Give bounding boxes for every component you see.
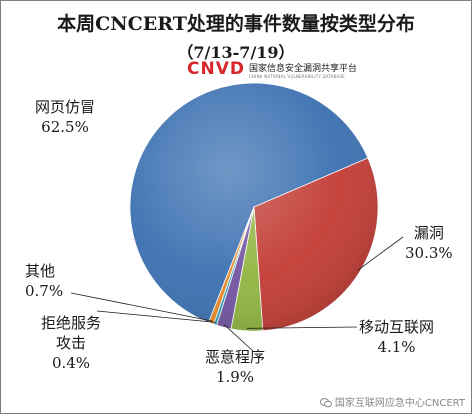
cnvd-logo-english: CHINA NATIONAL VULNERABILITY DATABASE: [249, 74, 345, 79]
pie-slices: [129, 82, 379, 332]
label-mobile-internet-name: 移动互联网: [359, 318, 435, 336]
label-ddos-name-line1: 拒绝服务: [41, 314, 102, 332]
cnvd-logo: CNVD 国家信息安全漏洞共享平台 CHINA NATIONAL VULNERA…: [187, 59, 357, 87]
leader-lines: [70, 236, 404, 352]
leader-ddos: [96, 310, 216, 323]
wechat-icon: [319, 398, 332, 408]
chart-subtitle: （7/13-7/19）: [177, 43, 295, 62]
label-vulnerability-value: 30.3%: [405, 244, 453, 262]
chart-title: 本周CNCERT处理的事件数量按类型分布: [57, 13, 415, 35]
label-phishing: 网页仿冒 62.5%: [35, 97, 95, 137]
label-vulnerability-name: 漏洞: [413, 224, 444, 242]
label-other-name: 其他: [25, 262, 56, 280]
label-vulnerability: 漏洞 30.3%: [405, 223, 453, 263]
leader-malware: [224, 324, 254, 352]
leader-vulnerability: [357, 236, 404, 271]
label-ddos: 拒绝服务 攻击 0.4%: [41, 313, 101, 373]
label-mobile-internet-value: 4.1%: [377, 338, 416, 356]
label-malware-name: 恶意程序: [205, 348, 266, 366]
label-other: 其他 0.7%: [25, 261, 63, 301]
label-ddos-value: 0.4%: [51, 354, 91, 372]
leader-other: [70, 292, 213, 322]
label-malware-value: 1.9%: [215, 368, 255, 386]
watermark: 国家互联网应急中心CNCERT: [319, 394, 465, 409]
cnvd-logo-mark: CNVD: [187, 59, 245, 79]
label-phishing-name: 网页仿冒: [35, 98, 96, 116]
label-mobile-internet: 移动互联网 4.1%: [359, 317, 434, 357]
label-ddos-name-line2: 攻击: [56, 334, 87, 352]
label-phishing-value: 62.5%: [41, 118, 89, 136]
label-other-value: 0.7%: [25, 282, 64, 300]
label-malware: 恶意程序 1.9%: [205, 347, 265, 387]
watermark-text: 国家互联网应急中心CNCERT: [334, 398, 465, 409]
cnvd-logo-name: 国家信息安全漏洞共享平台: [249, 64, 358, 74]
leader-mobile-internet: [246, 326, 358, 329]
